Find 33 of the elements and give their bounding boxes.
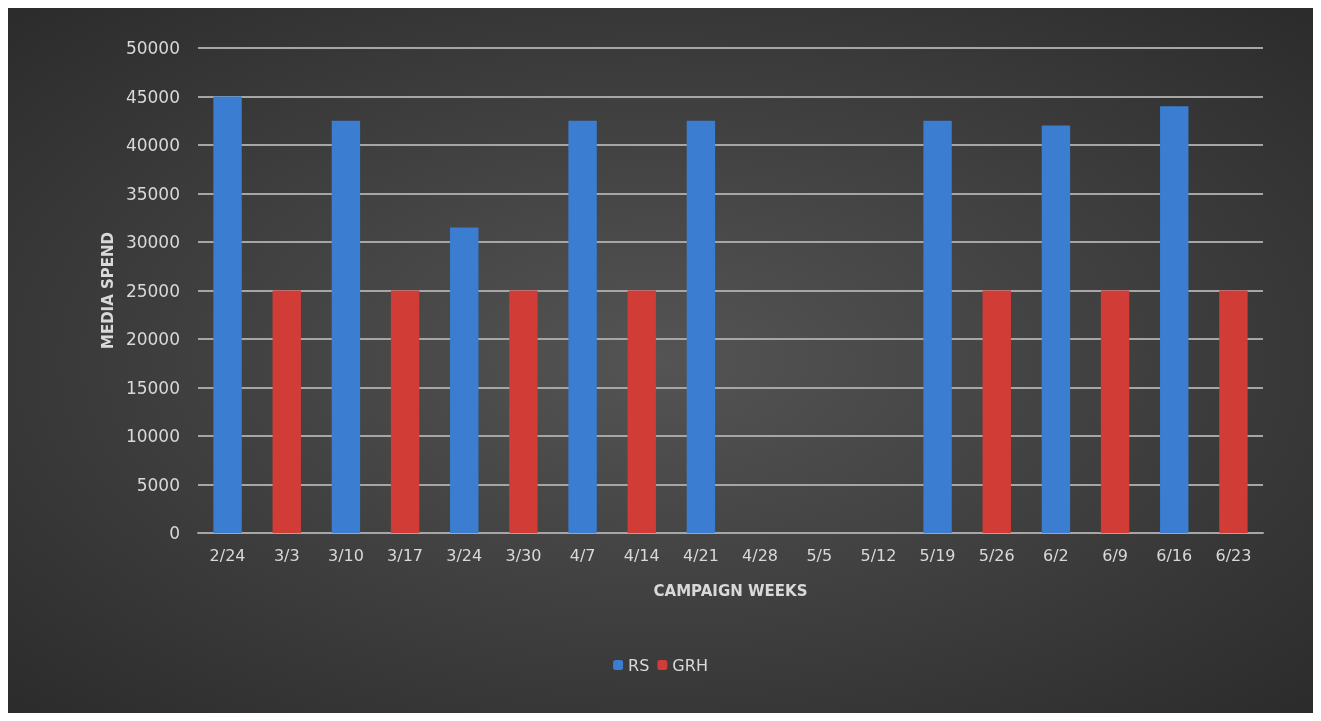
y-tick-label: 45000: [125, 86, 180, 107]
x-tick-label: 3/3: [273, 545, 300, 565]
y-tick-label: 5000: [136, 474, 180, 495]
y-axis-title: MEDIA SPEND: [98, 231, 117, 350]
x-tick-label: 3/17: [387, 545, 424, 565]
y-tick-label: 15000: [125, 377, 180, 398]
x-tick-label: 4/14: [623, 545, 660, 565]
x-tick-label: 6/2: [1043, 545, 1069, 565]
x-tick-label: 4/21: [682, 545, 719, 565]
y-tick-label: 20000: [125, 329, 180, 349]
x-tick-label: 6/23: [1215, 545, 1252, 565]
x-tick-label: 5/5: [806, 545, 833, 565]
y-tick-label: 0: [169, 523, 180, 543]
y-tick-label: 40000: [125, 135, 180, 155]
legend-label: GRH: [672, 655, 708, 675]
y-tick-label: 10000: [125, 426, 180, 446]
y-tick-label: 30000: [125, 232, 180, 252]
x-tick-label: 5/19: [919, 545, 956, 565]
x-tick-label: 5/26: [978, 545, 1015, 565]
y-tick-label: 35000: [125, 183, 180, 204]
x-tick-label: 3/10: [327, 545, 364, 565]
x-tick-label: 6/16: [1156, 545, 1193, 565]
x-axis-title: CAMPAIGN WEEKS: [653, 581, 808, 600]
x-tick-label: 5/12: [860, 545, 897, 565]
legend-label: RS: [628, 655, 650, 675]
x-tick-label: 2/24: [209, 545, 246, 565]
y-tick-label: 50000: [125, 38, 180, 58]
y-tick-label: 25000: [125, 280, 180, 301]
x-tick-label: 6/9: [1102, 545, 1128, 565]
x-tick-label: 4/7: [569, 545, 596, 565]
x-tick-label: 4/28: [742, 545, 779, 565]
x-tick-label: 3/30: [505, 545, 542, 565]
x-tick-label: 3/24: [446, 545, 483, 565]
